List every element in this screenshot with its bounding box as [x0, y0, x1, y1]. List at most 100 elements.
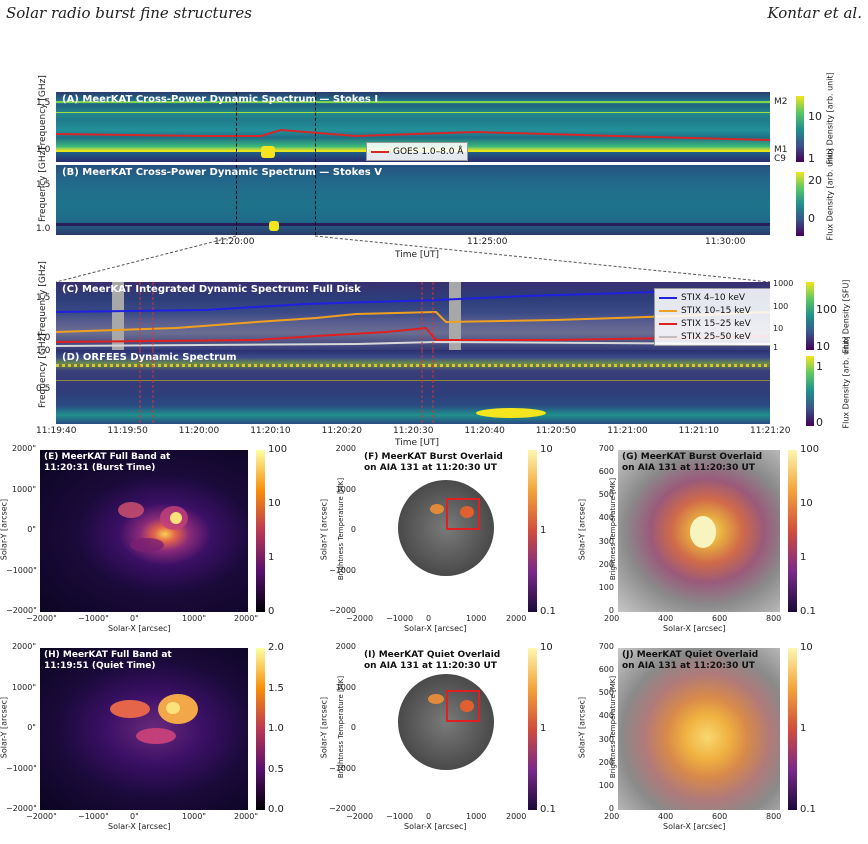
panel-b-xtick: 11:25:00: [467, 237, 508, 247]
y-tick-label: 2000: [335, 642, 356, 651]
y-tick-label: 400: [598, 711, 614, 721]
y-tick-label: −2000": [6, 804, 37, 813]
colorbar: [528, 450, 537, 612]
colorbar-tick: 1: [800, 552, 807, 563]
panel-e-title: (E) MeerKAT Full Band at 11:20:31 (Burst…: [44, 452, 171, 473]
panel-a-title: (A) MeerKAT Cross-Power Dynamic Spectrum…: [62, 94, 379, 105]
panel-c-cbar-tick: 100: [816, 303, 837, 316]
colorbar: [256, 648, 265, 810]
y-axis-label: Solar-Y [arcsec]: [0, 498, 9, 561]
x-tick-label: −1000: [386, 614, 414, 623]
colorbar-tick: 100: [268, 444, 288, 455]
panel-d-cbar-tick: 1: [816, 360, 823, 373]
x-tick-label: 0": [130, 614, 139, 623]
zoom-box: [446, 498, 480, 530]
y-tick-label: 100: [598, 582, 614, 592]
colorbar-tick: 1: [540, 723, 547, 734]
stix-legend-label: STIX 15–25 keV: [681, 318, 751, 329]
colorbar-tick: 10: [268, 498, 281, 509]
panel-d-cbar-label: Flux Density [arb. unit]: [841, 336, 851, 429]
panel-j-image: (J) MeerKAT Quiet Overlaid on AIA 131 at…: [618, 648, 780, 810]
y-tick-label: 700: [598, 642, 614, 651]
colorbar-tick: 0.0: [268, 804, 284, 815]
panel-f-image: (F) MeerKAT Burst Overlaid on AIA 131 at…: [360, 450, 520, 612]
panel-c-ytick: 1.5: [36, 293, 51, 303]
y-tick-label: 500: [598, 490, 614, 500]
panel-f-title: (F) MeerKAT Burst Overlaid on AIA 131 at…: [364, 452, 503, 473]
goes-legend-label: GOES 1.0–8.0 Å: [393, 146, 464, 157]
goes-marker: C9: [774, 154, 787, 164]
x-tick-label: 800: [766, 812, 782, 821]
panel-c-title: (C) MeerKAT Integrated Dynamic Spectrum:…: [62, 284, 361, 295]
x-tick-label: 1000": [182, 812, 207, 821]
y-axis-label: Solar-Y [arcsec]: [319, 498, 329, 561]
x-tick-label: −2000": [26, 812, 57, 821]
x-tick-label: 0": [130, 812, 139, 821]
y-tick-label: 0: [350, 723, 356, 732]
panel-b-xlabel: Time [UT]: [395, 250, 439, 260]
x-tick-label: 600: [712, 614, 728, 623]
x-tick-label: 1000: [466, 812, 487, 821]
x-tick-label: 2000: [506, 812, 527, 821]
panel-i-image: (I) MeerKAT Quiet Overlaid on AIA 131 at…: [360, 648, 520, 810]
stix-legend: STIX 4–10 keV STIX 10–15 keV STIX 15–25 …: [654, 288, 770, 346]
goes-marker: M2: [774, 97, 788, 107]
colorbar: [788, 648, 797, 810]
panel-b-xtick: 11:20:00: [214, 237, 255, 247]
running-header-title: Solar radio burst fine structures: [6, 4, 252, 22]
panel-b-ytick: 1.5: [36, 180, 51, 190]
y-tick-label: −2000: [328, 606, 356, 615]
panel-i-title: (I) MeerKAT Quiet Overlaid on AIA 131 at…: [364, 650, 501, 671]
colorbar: [788, 450, 797, 612]
panel-d-xtick: 11:20:40: [464, 426, 505, 436]
y-tick-label: 0: [608, 804, 614, 813]
panel-b-cbar-tick: 0: [808, 212, 815, 225]
y-tick-label: 1000: [335, 682, 356, 692]
colorbar-tick: 0: [268, 606, 275, 617]
x-axis-label: Solar-X [arcsec]: [663, 624, 726, 633]
y-tick-label: 0": [27, 525, 36, 534]
x-tick-label: 2000: [506, 614, 527, 623]
y-tick-label: 1000: [335, 484, 356, 494]
colorbar-tick: 2.0: [268, 642, 284, 653]
y-tick-label: 300: [598, 536, 614, 546]
x-tick-label: −2000: [346, 614, 374, 623]
y-tick-label: −1000: [328, 565, 356, 575]
panel-d-ytick: 1.0: [36, 346, 51, 356]
x-tick-label: 2000": [234, 812, 259, 821]
panel-d-xtick: 11:19:50: [107, 426, 148, 436]
y-tick-label: 0": [27, 723, 36, 732]
panel-d-xtick: 11:21:20: [750, 426, 791, 436]
colorbar-tick: 1: [540, 525, 547, 536]
x-tick-label: −1000": [78, 812, 109, 821]
y-tick-label: 200: [598, 757, 614, 767]
colorbar-tick: 0.1: [540, 606, 556, 617]
x-tick-label: 2000": [234, 614, 259, 623]
colorbar-tick: 10: [800, 498, 813, 509]
panel-d-xtick: 11:20:20: [321, 426, 363, 436]
colorbar-tick: 1.0: [268, 723, 284, 734]
y-tick-label: −1000": [6, 565, 37, 575]
panel-d-xlabel: Time [UT]: [395, 438, 439, 448]
panel-h-image: (H) MeerKAT Full Band at 11:19:51 (Quiet…: [40, 648, 248, 810]
y-tick-label: 2000: [335, 444, 356, 453]
panel-b-xtick: 11:30:00: [705, 237, 746, 247]
x-tick-label: 600: [712, 812, 728, 821]
panel-b-colorbar: [796, 172, 804, 236]
panel-j-title: (J) MeerKAT Quiet Overlaid on AIA 131 at…: [622, 650, 759, 671]
y-axis-label: Solar-Y [arcsec]: [577, 498, 587, 561]
x-tick-label: 0: [426, 614, 432, 623]
y-tick-label: 600: [598, 467, 614, 477]
colorbar-tick: 100: [800, 444, 820, 455]
x-tick-label: 400: [658, 614, 674, 623]
colorbar-tick: 0.5: [268, 763, 284, 775]
stix-legend-label: STIX 4–10 keV: [681, 292, 746, 303]
x-tick-label: −1000": [78, 614, 109, 623]
colorbar-tick: 1.5: [268, 682, 284, 694]
colorbar-tick: 1: [268, 552, 275, 563]
x-axis-label: Solar-X [arcsec]: [108, 822, 171, 831]
y-tick-label: 200: [598, 559, 614, 569]
colorbar: [256, 450, 265, 612]
panel-b-title: (B) MeerKAT Cross-Power Dynamic Spectrum…: [62, 167, 382, 178]
